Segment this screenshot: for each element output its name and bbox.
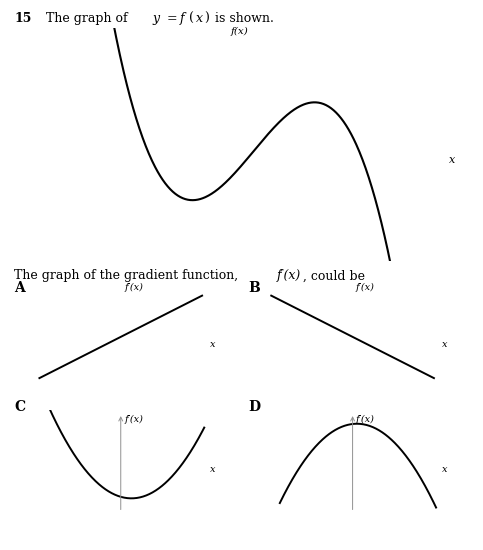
Text: ): ) (204, 12, 209, 25)
Text: x: x (442, 465, 447, 474)
Text: D: D (249, 400, 261, 414)
Text: A: A (14, 280, 25, 294)
Text: f′(x): f′(x) (124, 283, 143, 293)
Text: f′(x): f′(x) (276, 270, 300, 283)
Text: The graph of the gradient function,: The graph of the gradient function, (14, 270, 242, 283)
Text: x: x (196, 12, 202, 25)
Text: (: ( (189, 12, 194, 25)
Text: f: f (180, 12, 185, 25)
Text: f′(x): f′(x) (124, 414, 143, 424)
Text: x: x (449, 155, 455, 164)
Text: f′(x): f′(x) (356, 283, 375, 293)
Text: is shown.: is shown. (211, 12, 273, 25)
Text: f′(x): f′(x) (356, 414, 375, 424)
Text: x: x (210, 339, 215, 349)
Text: y: y (152, 12, 159, 25)
Text: x: x (210, 465, 215, 474)
Text: x: x (442, 339, 447, 349)
Text: f(x): f(x) (231, 26, 248, 36)
Text: 15: 15 (14, 12, 32, 25)
Text: =: = (163, 12, 182, 25)
Text: C: C (14, 400, 26, 414)
Text: , could be: , could be (303, 270, 365, 283)
Text: The graph of: The graph of (46, 12, 131, 25)
Text: B: B (249, 280, 260, 294)
